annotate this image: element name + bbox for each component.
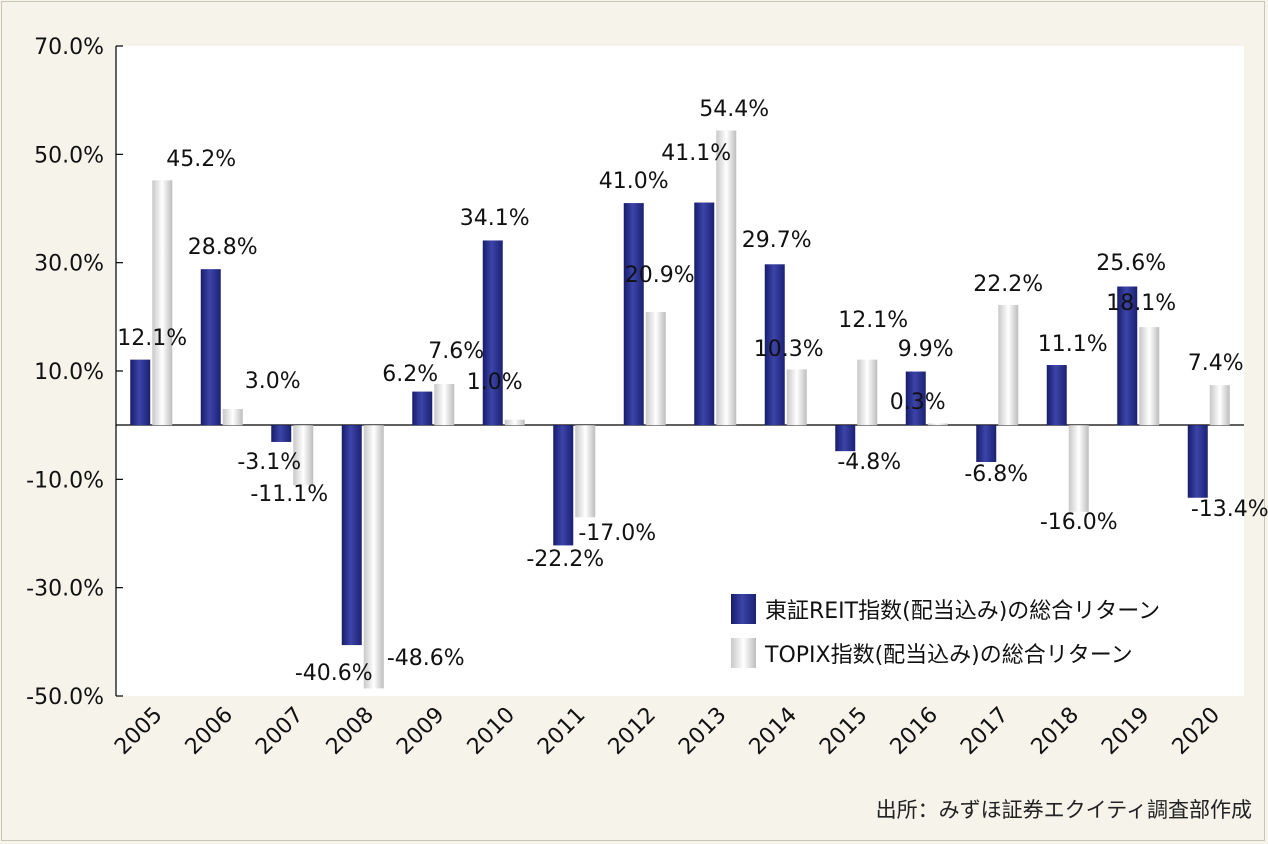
data-label-reit-2017: -6.8% bbox=[964, 462, 1028, 487]
x-tick-label-2006: 2006 bbox=[181, 703, 238, 760]
bar-reit-2013 bbox=[694, 202, 715, 426]
data-label-topix-2014: 10.3% bbox=[754, 337, 824, 362]
legend-label-reit: 東証REIT指数(配当込み)の総合リターン bbox=[765, 599, 1160, 624]
y-tick-label: -10.0% bbox=[26, 468, 104, 493]
data-label-reit-2016: 9.9% bbox=[898, 337, 954, 362]
data-label-topix-2020: 7.4% bbox=[1188, 351, 1244, 376]
data-label-topix-2010: 1.0% bbox=[467, 370, 523, 395]
bar-topix-2005 bbox=[152, 180, 173, 426]
bar-topix-2014 bbox=[786, 369, 807, 426]
y-tick-label: 30.0% bbox=[34, 252, 104, 277]
bar-topix-2007 bbox=[293, 425, 314, 486]
data-label-reit-2019: 25.6% bbox=[1096, 251, 1166, 276]
data-label-reit-2014: 29.7% bbox=[742, 228, 812, 253]
data-label-reit-2012: 41.0% bbox=[599, 169, 669, 194]
y-tick-label: -30.0% bbox=[26, 577, 104, 602]
bar-reit-2017 bbox=[976, 425, 997, 462]
data-label-reit-2006: 28.8% bbox=[188, 235, 258, 260]
data-label-topix-2016: 0.3% bbox=[890, 390, 946, 415]
bar-topix-2009 bbox=[434, 384, 455, 426]
bar-topix-2019 bbox=[1139, 327, 1160, 426]
bar-reit-2007 bbox=[271, 425, 292, 442]
x-tick-label-2010: 2010 bbox=[463, 703, 520, 760]
x-tick-label-2016: 2016 bbox=[886, 703, 943, 760]
data-label-topix-2007: -11.1% bbox=[250, 482, 328, 507]
bar-reit-2006 bbox=[200, 269, 221, 426]
x-tick-label-2020: 2020 bbox=[1168, 703, 1225, 760]
bar-reit-2020 bbox=[1187, 425, 1208, 498]
x-tick-label-2007: 2007 bbox=[251, 703, 308, 760]
data-label-reit-2011: -22.2% bbox=[526, 547, 604, 572]
data-label-reit-2018: 11.1% bbox=[1038, 332, 1108, 357]
data-label-topix-2011: -17.0% bbox=[578, 521, 656, 546]
x-tick-label-2009: 2009 bbox=[392, 703, 449, 760]
bar-reit-2016 bbox=[905, 371, 926, 426]
x-tick-label-2005: 2005 bbox=[110, 703, 167, 760]
bar-topix-2018 bbox=[1068, 425, 1089, 512]
bar-topix-2013 bbox=[716, 130, 737, 426]
bar-topix-2006 bbox=[222, 408, 243, 426]
y-tick-label: 10.0% bbox=[34, 360, 104, 385]
data-label-topix-2013: 54.4% bbox=[699, 97, 769, 122]
bar-reit-2005 bbox=[130, 359, 151, 426]
legend: 東証REIT指数(配当込み)の総合リターン TOPIX指数(配当込み)の総合リタ… bbox=[731, 594, 1160, 668]
bar-topix-2011 bbox=[575, 425, 596, 518]
data-label-topix-2019: 18.1% bbox=[1106, 291, 1176, 316]
bar-topix-2010 bbox=[504, 419, 525, 426]
bar-topix-2008 bbox=[363, 425, 384, 689]
data-label-topix-2012: 20.9% bbox=[625, 263, 695, 288]
x-tick-label-2018: 2018 bbox=[1027, 703, 1084, 760]
data-label-reit-2008: -40.6% bbox=[295, 661, 373, 686]
bar-reit-2008 bbox=[341, 425, 362, 646]
data-label-reit-2013: 41.1% bbox=[661, 141, 731, 166]
source-note: 出所：みずほ証券エクイティ調査部作成 bbox=[875, 798, 1252, 822]
x-tick-label-2017: 2017 bbox=[956, 703, 1013, 760]
bar-reit-2018 bbox=[1046, 365, 1067, 426]
bar-topix-2015 bbox=[857, 359, 878, 426]
data-label-reit-2015: -4.8% bbox=[837, 450, 901, 475]
bar-reit-2010 bbox=[482, 240, 503, 426]
bar-reit-2009 bbox=[412, 391, 433, 426]
x-tick-label-2013: 2013 bbox=[674, 703, 731, 760]
data-label-topix-2015: 12.1% bbox=[838, 308, 908, 333]
bar-reit-2019 bbox=[1117, 286, 1138, 426]
data-label-topix-2008: -48.6% bbox=[387, 646, 465, 671]
legend-swatch-topix bbox=[731, 638, 756, 668]
bar-reit-2011 bbox=[553, 425, 574, 546]
x-tick-label-2015: 2015 bbox=[815, 703, 872, 760]
bar-reit-2014 bbox=[764, 264, 785, 426]
data-label-topix-2009: 7.6% bbox=[428, 339, 484, 364]
x-tick-label-2012: 2012 bbox=[604, 703, 661, 760]
y-tick-label: 70.0% bbox=[34, 35, 104, 60]
x-tick-label-2014: 2014 bbox=[745, 703, 802, 760]
legend-swatch-reit bbox=[731, 594, 756, 624]
data-label-topix-2006: 3.0% bbox=[245, 369, 301, 394]
data-label-topix-2018: -16.0% bbox=[1040, 510, 1118, 535]
data-label-topix-2005: 45.2% bbox=[166, 147, 236, 172]
bar-reit-2015 bbox=[835, 425, 856, 452]
data-label-reit-2007: -3.1% bbox=[237, 450, 301, 475]
bar-topix-2020 bbox=[1209, 385, 1230, 426]
bar-reit-2012 bbox=[623, 203, 644, 426]
x-tick-label-2019: 2019 bbox=[1097, 703, 1154, 760]
bar-topix-2012 bbox=[645, 311, 666, 426]
x-tick-label-2008: 2008 bbox=[322, 703, 379, 760]
x-tick-label-2011: 2011 bbox=[533, 703, 590, 760]
bar-topix-2016 bbox=[927, 423, 948, 426]
bar-topix-2017 bbox=[998, 304, 1019, 426]
data-label-topix-2017: 22.2% bbox=[973, 272, 1043, 297]
data-label-reit-2009: 6.2% bbox=[382, 362, 438, 387]
data-label-reit-2010: 34.1% bbox=[460, 206, 530, 231]
data-label-reit-2020: -13.4% bbox=[1191, 497, 1268, 522]
legend-label-topix: TOPIX指数(配当込み)の総合リターン bbox=[764, 643, 1133, 668]
y-tick-label: 50.0% bbox=[34, 143, 104, 168]
y-tick-label: -50.0% bbox=[26, 685, 104, 710]
data-label-reit-2005: 12.1% bbox=[117, 326, 187, 351]
